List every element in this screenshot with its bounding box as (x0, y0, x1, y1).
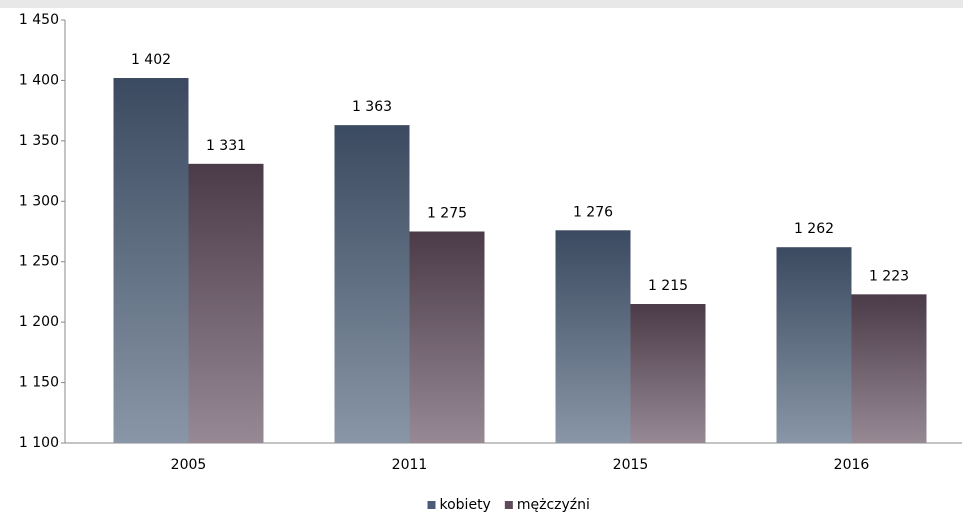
legend-label: mężczyźni (517, 497, 590, 513)
x-tick-label: 2016 (834, 457, 870, 473)
y-tick-label: 1 400 (19, 72, 59, 88)
x-tick-label: 2011 (392, 457, 428, 473)
y-tick-label: 1 300 (19, 193, 59, 209)
bar (555, 230, 631, 443)
x-tick-label: 2005 (171, 457, 207, 473)
bar (409, 231, 485, 443)
y-tick-label: 1 100 (19, 435, 59, 451)
y-tick-label: 1 150 (19, 375, 59, 391)
value-label: 1 215 (648, 278, 688, 294)
value-label: 1 331 (206, 138, 246, 154)
header-strip (0, 0, 963, 8)
x-tick-label: 2015 (613, 457, 649, 473)
bar (776, 247, 852, 443)
value-label: 1 402 (131, 52, 171, 68)
y-tick-label: 1 350 (19, 133, 59, 149)
value-label: 1 276 (573, 204, 613, 220)
y-tick-label: 1 200 (19, 314, 59, 330)
value-label: 1 275 (427, 206, 467, 222)
y-tick-label: 1 450 (19, 12, 59, 28)
value-label: 1 223 (869, 268, 909, 284)
value-label: 1 363 (352, 99, 392, 115)
bar (113, 78, 189, 444)
legend-label: kobiety (440, 497, 491, 513)
value-label: 1 262 (794, 221, 834, 237)
bar (630, 304, 706, 443)
legend-swatch (427, 501, 436, 509)
bar (334, 125, 410, 443)
bar (851, 294, 927, 443)
bar (188, 163, 264, 443)
legend-swatch (504, 501, 513, 509)
y-tick-label: 1 250 (19, 254, 59, 270)
